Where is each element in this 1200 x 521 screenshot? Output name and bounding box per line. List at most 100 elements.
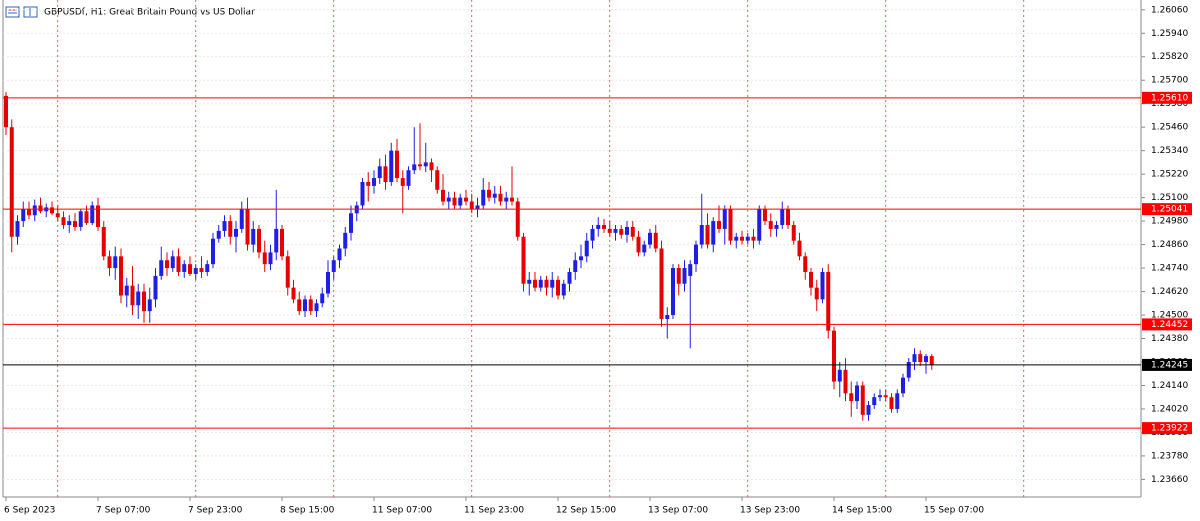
candle-body — [216, 230, 221, 239]
y-tick-label: 1.25220 — [1151, 170, 1188, 180]
candle-body — [193, 268, 198, 274]
candle-body — [475, 205, 480, 210]
y-tick-label: 1.25820 — [1151, 52, 1188, 62]
candle-body — [602, 225, 606, 229]
candle-body — [492, 193, 497, 198]
candle-body — [855, 385, 859, 402]
candle-body — [400, 178, 405, 186]
candle-body — [619, 228, 624, 235]
x-tick-label: 11 Sep 23:00 — [464, 506, 524, 516]
candle-body — [751, 236, 756, 241]
candle-body — [521, 236, 526, 284]
y-tick-label: 1.25340 — [1151, 146, 1188, 156]
candle-body — [636, 236, 641, 253]
x-tick-label: 14 Sep 15:00 — [832, 506, 892, 516]
candle-body — [107, 256, 112, 269]
y-tick-label: 1.26060 — [1151, 5, 1188, 15]
candle-body — [130, 285, 135, 306]
y-tick-label: 1.24860 — [1151, 240, 1188, 250]
candle-body — [147, 299, 152, 312]
candle-body — [694, 244, 698, 265]
candle-body — [837, 369, 842, 382]
candle-body — [740, 236, 744, 241]
candle-body — [429, 162, 434, 171]
candle-body — [73, 221, 77, 227]
candle-body — [533, 279, 537, 288]
candle-body — [389, 150, 394, 182]
candle-body — [9, 127, 14, 237]
candle-body — [32, 205, 37, 216]
candle-body — [607, 228, 612, 233]
candle-body — [285, 256, 290, 288]
candle-body — [222, 221, 227, 231]
candle-body — [199, 268, 204, 272]
x-tick-label: 15 Sep 07:00 — [924, 506, 984, 516]
candle-body — [159, 260, 164, 276]
candle-body — [906, 361, 911, 378]
candle-body — [423, 162, 428, 167]
candle-body — [182, 264, 187, 272]
candle-body — [745, 236, 750, 241]
candle-body — [567, 271, 572, 284]
level-label: 1.25610 — [1151, 93, 1188, 103]
candle-body — [55, 213, 60, 218]
candle-body — [406, 170, 411, 186]
candle-body — [659, 248, 664, 319]
candle-body — [234, 228, 238, 237]
candle-body — [320, 293, 325, 304]
chart-title: GBPUSDf, H1: Great Britain Pound vs US D… — [44, 8, 255, 18]
candle-body — [274, 228, 279, 253]
candle-body — [895, 393, 900, 409]
level-label: 1.25041 — [1151, 205, 1188, 215]
candle-body — [205, 264, 210, 272]
candle-body — [297, 299, 302, 312]
candle-body — [245, 209, 250, 245]
candle-body — [50, 207, 54, 214]
candle-body — [849, 393, 854, 402]
candle-body — [676, 268, 681, 284]
candle-body — [78, 211, 83, 227]
candle-body — [113, 256, 118, 269]
candle-body — [665, 315, 670, 319]
y-tick-label: 1.24140 — [1151, 381, 1188, 391]
candle-body — [188, 264, 192, 274]
candle-body — [883, 395, 888, 398]
candle-body — [291, 287, 296, 300]
x-tick-label: 8 Sep 15:00 — [280, 506, 335, 516]
x-tick-label: 6 Sep 2023 — [4, 506, 55, 516]
candle-body — [550, 279, 555, 288]
candle-body — [119, 256, 123, 296]
candle-body — [866, 405, 871, 415]
candle-body — [791, 225, 796, 241]
candle-body — [412, 164, 417, 171]
candle-body — [671, 268, 675, 316]
candle-body — [280, 228, 284, 257]
candle-body — [872, 397, 877, 406]
candle-body — [757, 209, 762, 241]
candle-body — [308, 299, 313, 312]
candle-body — [630, 226, 635, 237]
candle-body — [653, 232, 658, 249]
y-tick-label: 1.23660 — [1151, 475, 1188, 485]
candle-body — [590, 228, 595, 241]
candle-body — [383, 166, 388, 182]
x-tick-label: 12 Sep 15:00 — [556, 506, 616, 516]
candle-body — [27, 209, 31, 216]
candle-body — [395, 150, 399, 179]
candle-body — [642, 244, 647, 253]
candle-body — [809, 271, 813, 288]
candle-body — [464, 197, 468, 202]
candle-body — [538, 279, 543, 288]
candle-body — [504, 197, 509, 202]
candle-body — [584, 240, 589, 257]
candle-body — [84, 211, 89, 224]
y-tick-label: 1.25940 — [1151, 29, 1188, 39]
candle-body — [878, 395, 882, 398]
candle-body — [780, 209, 785, 226]
x-tick-label: 7 Sep 07:00 — [96, 506, 151, 516]
candle-body — [153, 275, 158, 300]
candle-body — [136, 291, 141, 306]
candle-body — [711, 221, 716, 245]
